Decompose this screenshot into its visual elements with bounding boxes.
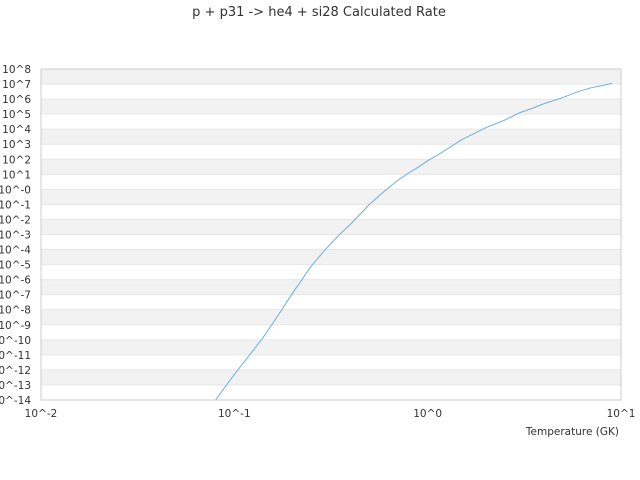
grid-lines bbox=[41, 68, 621, 401]
y-tick-label: 10^8 bbox=[2, 64, 31, 76]
y-tick-label: 10^-5 bbox=[0, 260, 31, 272]
grid-band bbox=[41, 189, 621, 205]
y-tick-label: 10^-8 bbox=[0, 305, 31, 317]
y-tick-label: 10^3 bbox=[2, 139, 31, 151]
x-axis-label: Temperature (GK) bbox=[525, 426, 619, 438]
y-tick-label: 10^5 bbox=[2, 109, 31, 121]
y-tick-label: 10^-9 bbox=[0, 320, 31, 332]
x-tick-label: 10^-1 bbox=[218, 408, 251, 420]
y-tick-label: 10^7 bbox=[2, 79, 31, 91]
grid-band bbox=[41, 279, 621, 295]
y-tick-label: 10^-4 bbox=[0, 245, 31, 257]
y-axis-ticks: 10^8 10^7 10^6 10^5 10^4 10^3 10^2 10^1 10^-0 10^… bbox=[0, 64, 31, 407]
grid-band bbox=[41, 354, 621, 370]
rate-series-line bbox=[215, 82, 613, 401]
grid-band bbox=[41, 339, 621, 355]
y-tick-label: 10^-6 bbox=[0, 275, 31, 287]
grid-band bbox=[41, 234, 621, 250]
grid-band bbox=[41, 84, 621, 100]
y-tick-label: 10^-11 bbox=[0, 350, 31, 362]
x-tick-label: 10^-2 bbox=[25, 408, 58, 420]
plot-frame bbox=[40, 68, 622, 401]
y-tick-label: 10^-10 bbox=[0, 335, 31, 347]
x-axis-ticks: 10^-2 10^-1 10^0 10^1 bbox=[25, 408, 636, 420]
grid-band bbox=[41, 159, 621, 175]
grid-band bbox=[41, 309, 621, 325]
x-tick-label: 10^0 bbox=[413, 408, 442, 420]
grid-band bbox=[41, 174, 621, 190]
grid-band bbox=[41, 324, 621, 340]
y-tick-label: 10^-12 bbox=[0, 365, 31, 377]
y-tick-label: 10^-14 bbox=[0, 395, 31, 407]
grid-band bbox=[41, 369, 621, 385]
y-tick-label: 10^-13 bbox=[0, 380, 31, 392]
grid-band bbox=[41, 204, 621, 220]
grid-band bbox=[41, 144, 621, 160]
grid-band bbox=[41, 129, 621, 145]
grid-band bbox=[41, 99, 621, 115]
grid-band bbox=[41, 114, 621, 130]
grid-band bbox=[41, 264, 621, 280]
y-tick-label: 10^2 bbox=[2, 154, 31, 166]
y-tick-label: 10^-2 bbox=[0, 214, 31, 226]
grid-band bbox=[41, 69, 621, 85]
grid-band bbox=[41, 294, 621, 310]
grid-band bbox=[41, 219, 621, 235]
y-tick-label: 10^-1 bbox=[0, 199, 31, 211]
y-tick-label: 10^-7 bbox=[0, 290, 31, 302]
grid-band bbox=[41, 249, 621, 265]
y-tick-label: 10^4 bbox=[2, 124, 31, 136]
y-tick-label: 10^-3 bbox=[0, 230, 31, 242]
y-tick-label: 10^-0 bbox=[0, 184, 31, 196]
chart-title: p + p31 -> he4 + si28 Calculated Rate bbox=[192, 5, 446, 20]
x-tick-label: 10^1 bbox=[607, 408, 636, 420]
plot-background bbox=[41, 69, 621, 400]
grid-band bbox=[41, 384, 621, 400]
y-tick-label: 10^6 bbox=[2, 94, 31, 106]
y-tick-label: 10^1 bbox=[2, 169, 31, 181]
